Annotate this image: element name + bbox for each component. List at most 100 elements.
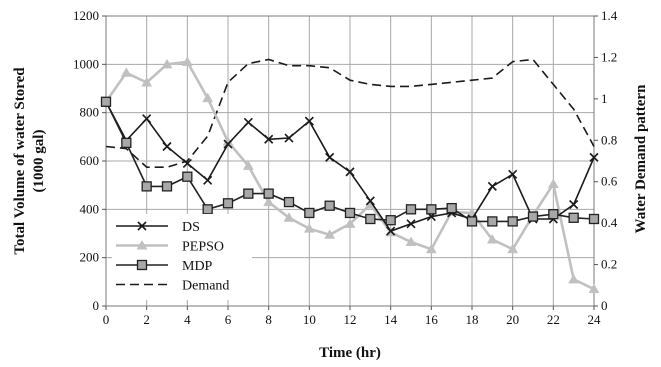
y-right-tick-label: 1 [601, 91, 608, 106]
mdp-marker [283, 196, 295, 208]
mdp-marker [365, 213, 376, 225]
pepso-marker [181, 56, 193, 66]
legend-label-demand: Demand [182, 279, 229, 294]
mdp-marker [222, 198, 234, 209]
mdp-marker [202, 204, 213, 215]
pepso-marker [405, 236, 417, 246]
y-left-axis-label-group: (1000 gal) [31, 130, 47, 193]
labels: Time (hr) Total Volume of water Stored (10… [12, 67, 649, 361]
series-mdp [100, 96, 600, 227]
y-left-tick-label: 200 [80, 250, 100, 265]
mdp-marker [182, 171, 193, 182]
mdp-marker [487, 216, 498, 227]
ds-marker [182, 158, 192, 168]
mdp-marker [263, 188, 274, 199]
y-left-axis-label-line: Total Volume of water Stored [12, 67, 28, 255]
mdp-marker [548, 209, 559, 220]
pepso-marker [568, 273, 580, 284]
y-right-tick-label: 0 [601, 298, 608, 313]
ds-marker [162, 141, 172, 152]
pepso-marker [486, 234, 498, 244]
ds-marker [487, 181, 497, 191]
x-tick-label: 22 [547, 312, 560, 327]
x-tick-label: 14 [384, 312, 398, 327]
ds-marker [137, 221, 147, 231]
ds-marker [223, 139, 233, 149]
x-tick-label: 0 [103, 312, 110, 327]
pepso-marker [120, 67, 132, 77]
mdp-marker [141, 181, 152, 192]
ds-marker [406, 219, 416, 229]
axes: 0 2 4 6 8 10 12 14 16 18 20 22 240200400600800100012… [73, 8, 618, 327]
ds-marker [325, 152, 335, 162]
ds-marker [284, 133, 294, 143]
series-demand [105, 58, 595, 168]
legend-item-pepso: PEPSO [116, 240, 224, 255]
x-tick-label: 6 [225, 312, 232, 327]
y-left-tick-label: 0 [93, 298, 100, 313]
mdp-marker [385, 215, 396, 226]
x-tick-label: 12 [344, 312, 357, 327]
x-tick-label: 4 [184, 312, 191, 327]
ds-marker [508, 169, 518, 179]
ds-marker [569, 199, 579, 210]
y-right-tick-label: 1.4 [601, 8, 618, 23]
mdp-marker [466, 216, 478, 227]
y-left-tick-label: 1000 [73, 56, 99, 71]
mdp-marker [344, 207, 356, 219]
mdp-marker [100, 96, 112, 107]
ds-marker [304, 116, 314, 126]
pepso-marker [136, 239, 148, 250]
legend-box [112, 214, 252, 300]
pepso-marker [324, 229, 336, 239]
mdp-marker [304, 207, 315, 219]
x-tick-label: 2 [143, 312, 150, 327]
y-left-axis-label-line: (1000 gal) [31, 130, 47, 193]
mdp-marker [121, 137, 132, 149]
ds-marker [264, 134, 274, 144]
ds-marker [345, 167, 355, 177]
pepso-marker [283, 212, 295, 222]
mdp-marker [527, 211, 539, 222]
pepso-marker [263, 196, 275, 207]
mdp-marker [136, 259, 148, 271]
y-right-tick-label: 0.2 [601, 257, 617, 272]
x-tick-label: 16 [425, 312, 439, 327]
y-right-tick-label: 0.4 [601, 215, 618, 230]
pepso-marker [547, 178, 559, 188]
legend-item-demand: Demand [116, 279, 229, 294]
mdp-marker [405, 204, 417, 215]
y-left-tick-label: 1200 [73, 8, 99, 23]
pepso-marker [588, 283, 600, 294]
y-right-axis-label: Water Demand pattern [633, 84, 649, 234]
mdp-marker [426, 204, 437, 215]
x-tick-label: 20 [506, 312, 519, 327]
legend-label-mdp: MDP [182, 259, 213, 274]
pepso-marker [161, 58, 173, 69]
pepso-marker [303, 223, 315, 233]
ds-marker [365, 196, 375, 206]
x-tick-label: 8 [265, 312, 272, 327]
legend-label-pepso: PEPSO [182, 240, 224, 255]
x-tick-label: 10 [303, 312, 316, 327]
ds-marker [243, 117, 253, 127]
y-left-axis-label-group: Total Volume of water Stored [12, 67, 28, 255]
pepso-marker [344, 218, 356, 228]
y-right-tick-label: 0.8 [601, 132, 617, 147]
legend: DS PEPSO MDP Demand [112, 214, 252, 300]
y-right-tick-label: 0.6 [601, 174, 618, 189]
x-tick-label: 24 [588, 312, 602, 327]
y-left-tick-label: 400 [80, 201, 100, 216]
mdp-marker [446, 202, 457, 214]
y-left-tick-label: 600 [80, 153, 100, 168]
series-layer [100, 56, 600, 294]
ds-marker [203, 175, 213, 185]
pepso-marker [425, 243, 437, 254]
x-tick-label: 18 [466, 312, 479, 327]
mdp-marker [324, 200, 335, 211]
mdp-marker [161, 181, 173, 192]
pepso-marker [141, 76, 153, 87]
y-left-tick-label: 800 [80, 105, 100, 120]
